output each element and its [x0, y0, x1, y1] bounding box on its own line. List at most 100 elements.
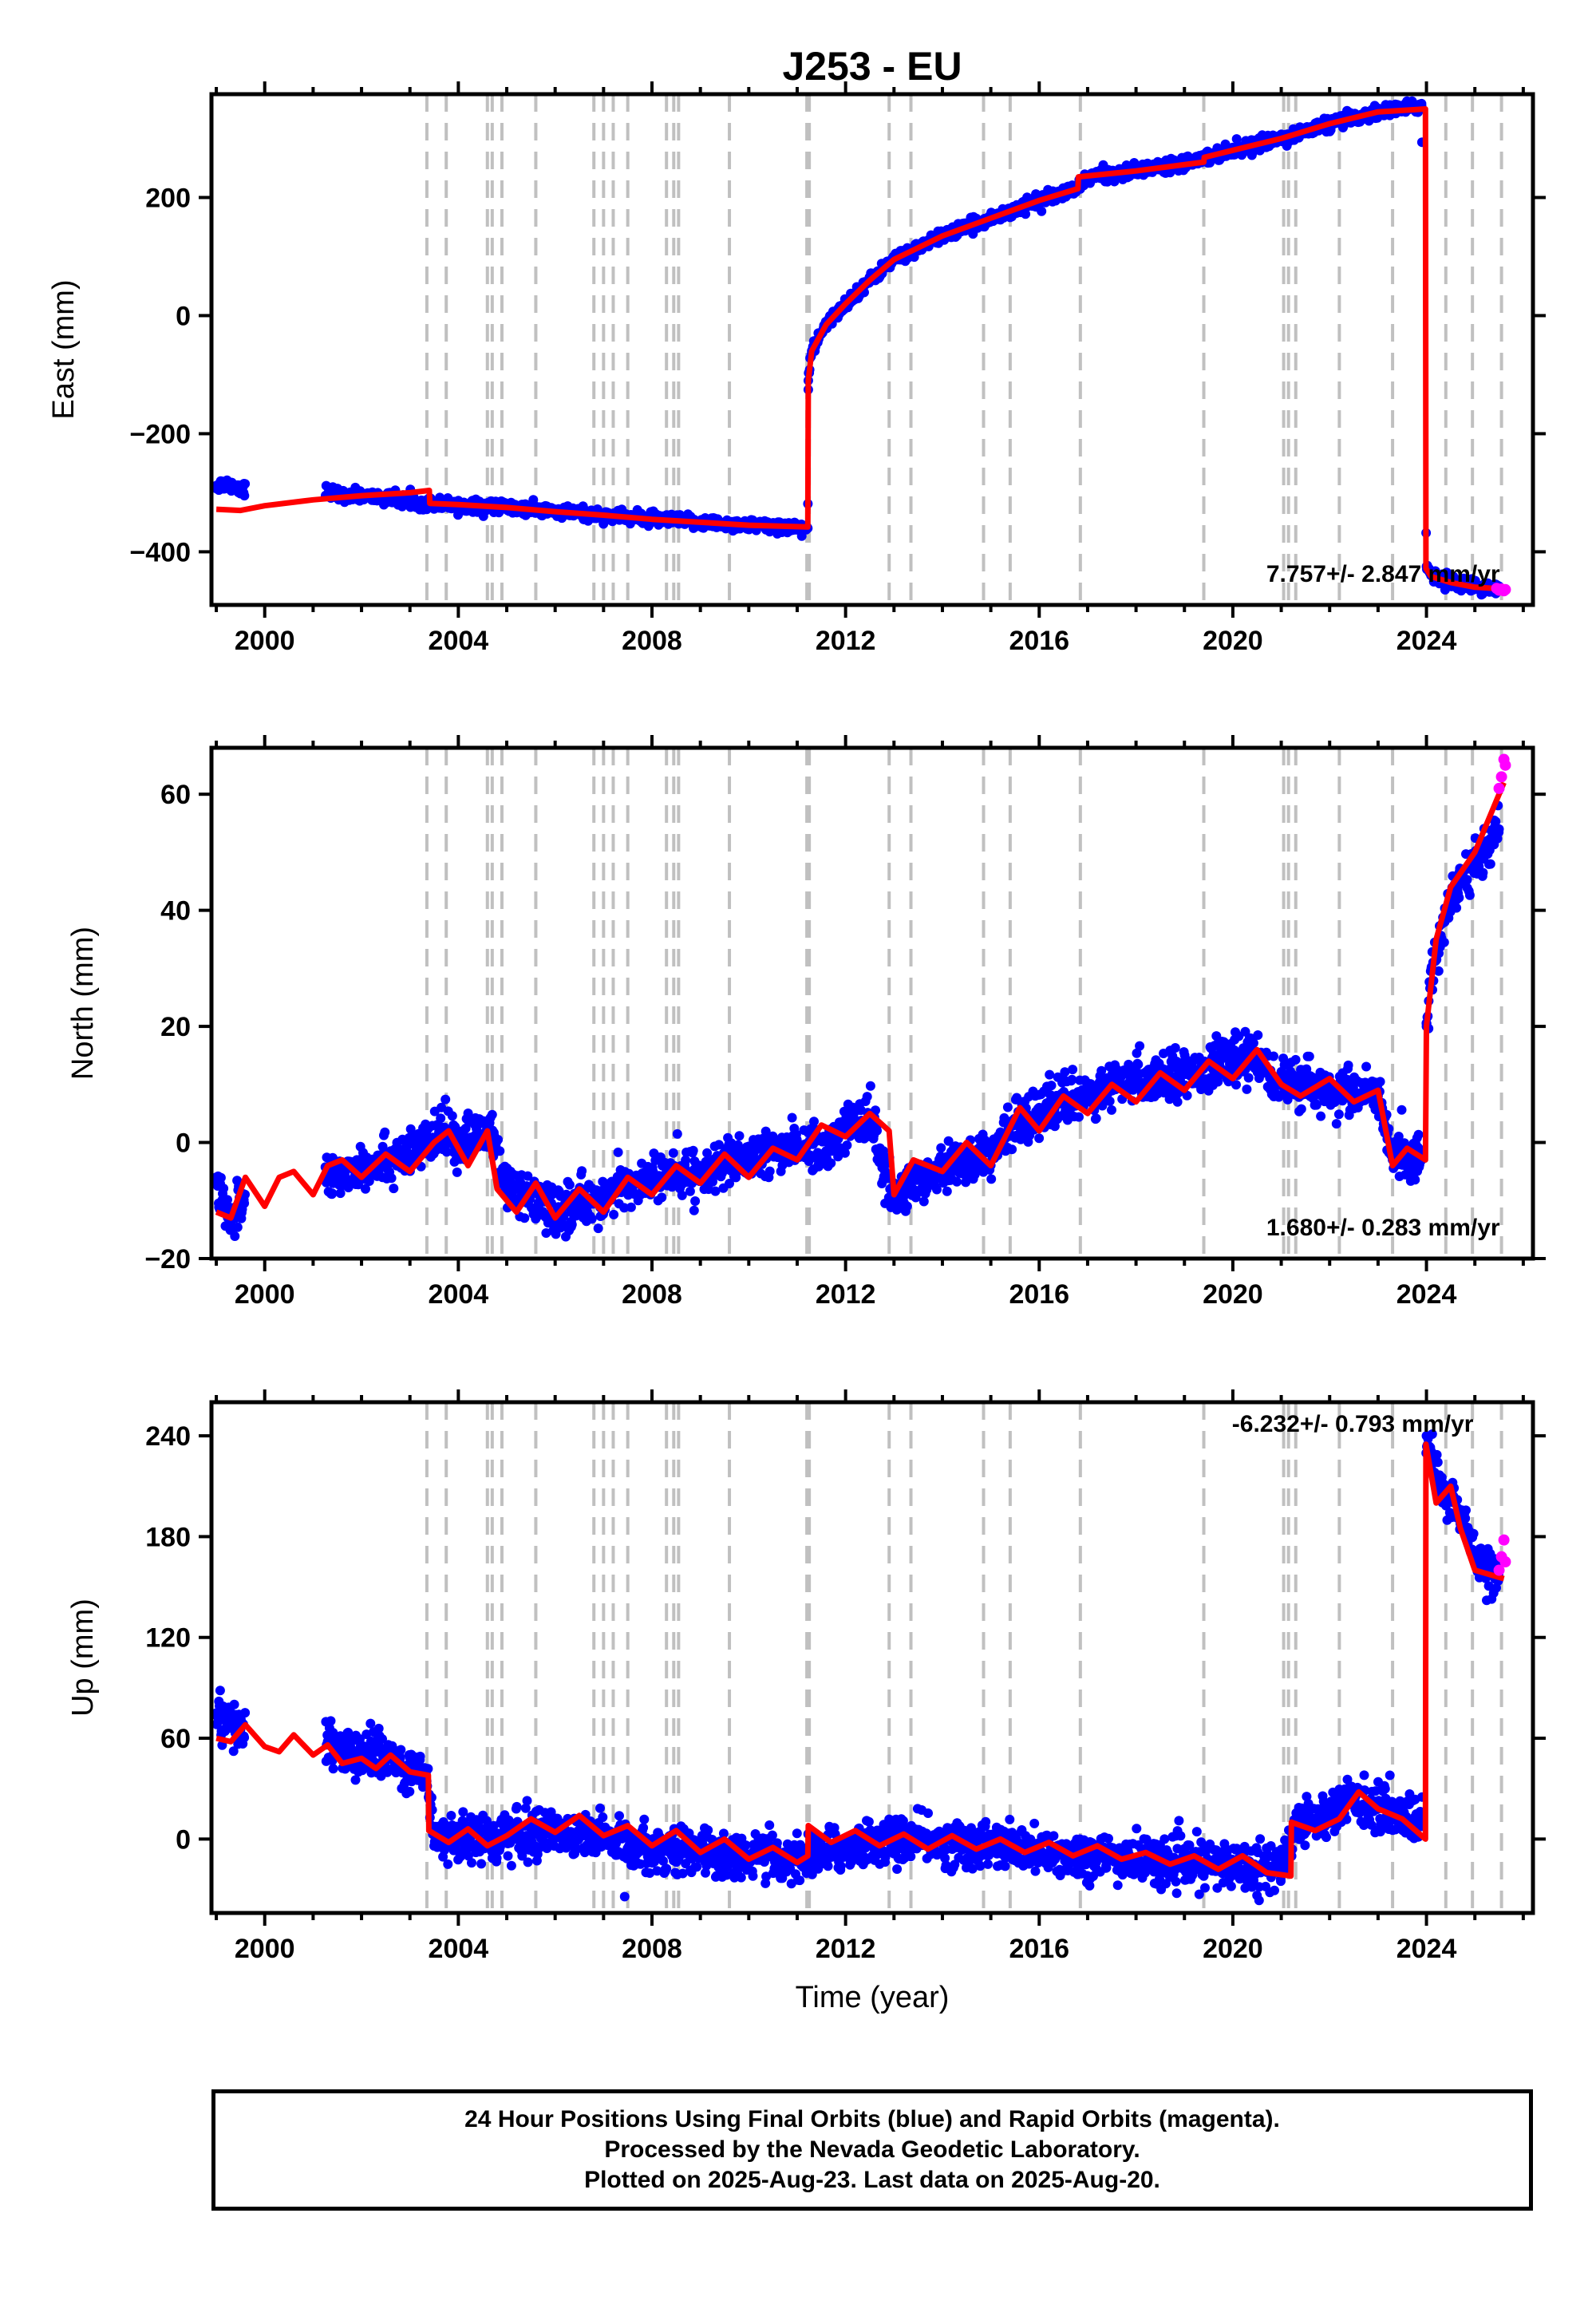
- data-point: [493, 1135, 504, 1144]
- data-point: [328, 1764, 338, 1774]
- data-point: [1452, 903, 1462, 913]
- data-point: [230, 1231, 240, 1241]
- rapid-point: [1493, 782, 1505, 794]
- final-point: [502, 1184, 512, 1194]
- data-point: [441, 1147, 452, 1157]
- data-point: [1067, 1074, 1077, 1085]
- data-point: [355, 1734, 365, 1745]
- final-point: [1082, 1091, 1092, 1101]
- rate-label: 1.680+/- 0.283 mm/yr: [1266, 1215, 1500, 1241]
- data-point: [1454, 892, 1464, 903]
- final-point: [889, 1196, 899, 1206]
- data-point: [1316, 1111, 1326, 1121]
- data-point: [215, 1686, 225, 1696]
- data-point: [609, 1209, 619, 1219]
- data-point: [1132, 1048, 1142, 1058]
- final-point: [1494, 824, 1504, 834]
- data-point: [1485, 859, 1495, 869]
- data-point: [389, 1184, 399, 1194]
- final-point: [647, 1172, 657, 1183]
- final-point: [816, 1149, 827, 1160]
- up-panel: 2000 2004 2008 2012 2016 2020 2024060120180240…: [66, 1389, 1546, 1964]
- data-point: [677, 1190, 687, 1200]
- data-point: [228, 1746, 239, 1757]
- final-point: [695, 1166, 705, 1176]
- data-point: [936, 1143, 946, 1153]
- data-point: [986, 1174, 997, 1184]
- data-point: [365, 1718, 376, 1729]
- data-point: [619, 1203, 630, 1213]
- data-point: [377, 1141, 388, 1152]
- data-point: [1396, 1105, 1407, 1115]
- data-point: [587, 1214, 597, 1224]
- data-point: [1343, 1060, 1353, 1070]
- data-point: [1170, 1043, 1180, 1053]
- data-point: [487, 1109, 497, 1120]
- data-point: [702, 1148, 713, 1158]
- x-tick-label: 2020: [1203, 1279, 1263, 1310]
- data-point: [672, 1128, 682, 1139]
- y-tick-label: 0: [176, 301, 191, 331]
- data-point: [447, 1111, 457, 1121]
- data-point: [436, 1113, 446, 1124]
- data-point: [463, 1109, 473, 1118]
- data-point: [1107, 1105, 1116, 1115]
- data-point: [452, 1167, 462, 1177]
- rapid-orbits: [1493, 753, 1511, 794]
- data-point: [1361, 1061, 1372, 1072]
- data-point: [229, 1699, 239, 1709]
- data-point: [764, 1166, 775, 1176]
- final-point: [1227, 1056, 1238, 1066]
- chart-title: J253 - EU: [782, 44, 962, 89]
- y-tick-label: 200: [145, 183, 191, 213]
- data-point: [1021, 209, 1031, 219]
- x-ticks: 2000 2004 2008 2012 2016 2020 2024: [215, 81, 1525, 656]
- final-point: [1325, 1085, 1335, 1096]
- data-point: [1290, 1054, 1301, 1065]
- data-point: [380, 1127, 390, 1137]
- data-point: [872, 1125, 882, 1136]
- data-point: [1248, 1038, 1258, 1048]
- rate-label: 7.757+/- 2.847 mm/yr: [1266, 561, 1500, 587]
- final-point: [211, 1172, 222, 1183]
- data-point: [626, 1202, 636, 1212]
- data-point: [842, 1140, 852, 1150]
- y-axis-label: North (mm): [66, 927, 100, 1080]
- data-point: [1375, 1077, 1385, 1087]
- y-tick-label: 40: [160, 896, 191, 927]
- data-point: [335, 1188, 346, 1199]
- data-point: [1393, 1132, 1404, 1141]
- data-point: [826, 1158, 836, 1168]
- axes-frame: [209, 745, 1535, 1261]
- data-point: [943, 1136, 954, 1146]
- data-point: [1413, 1129, 1424, 1140]
- data-point: [689, 1205, 699, 1215]
- final-point: [226, 1219, 236, 1229]
- data-point: [1007, 1144, 1017, 1155]
- rapid-orbits: [1491, 583, 1511, 597]
- data-point: [1096, 1065, 1107, 1076]
- model-line: [215, 106, 1504, 592]
- x-tick-label: 2020: [1203, 626, 1263, 656]
- data-point: [1097, 1101, 1108, 1111]
- x-tick-label: 2016: [1009, 626, 1069, 656]
- data-point: [725, 1179, 734, 1188]
- final-point: [1034, 1102, 1045, 1113]
- data-point: [1311, 1100, 1321, 1110]
- data-point: [1331, 1119, 1341, 1129]
- final-point: [357, 1160, 367, 1171]
- data-point: [1243, 1073, 1254, 1083]
- data-point: [1296, 1104, 1306, 1114]
- data-point: [1462, 875, 1472, 885]
- final-point: [792, 1137, 802, 1148]
- data-point: [657, 1192, 667, 1203]
- data-point: [932, 1184, 942, 1195]
- final-point: [221, 479, 231, 489]
- data-point: [734, 1131, 745, 1141]
- x-tick-label: 2004: [429, 626, 489, 656]
- x-tick-label: 2004: [429, 1279, 489, 1310]
- data-point: [911, 1192, 921, 1203]
- data-point: [361, 1184, 370, 1194]
